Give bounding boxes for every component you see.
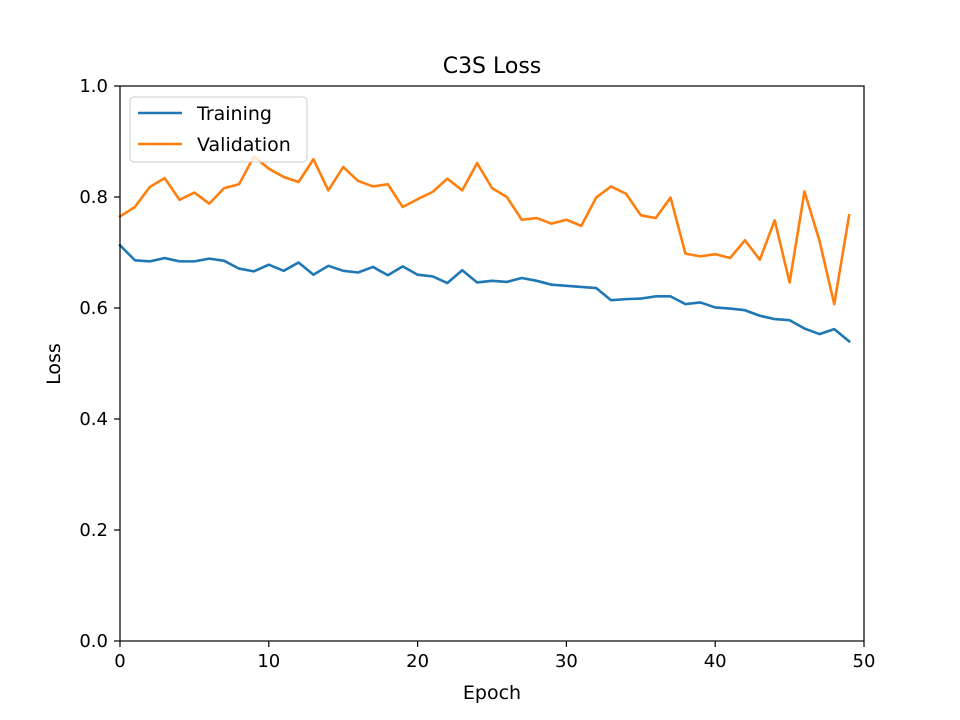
y-axis-ticks: 0.0 0.2 0.4 0.6 0.8 1.0 <box>79 76 120 652</box>
x-tick-label: 40 <box>704 651 727 672</box>
x-tick-label: 50 <box>853 651 876 672</box>
y-tick-label: 0.6 <box>79 298 108 319</box>
x-tick-label: 20 <box>406 651 429 672</box>
y-tick-label: 0.8 <box>79 187 108 208</box>
series-line-training <box>118 243 851 344</box>
x-tick-label: 30 <box>555 651 578 672</box>
plot-frame <box>119 85 865 642</box>
y-tick-label: 1.0 <box>79 76 108 97</box>
y-tick-label: 0.2 <box>79 520 108 541</box>
x-axis-ticks: 0 10 20 30 40 50 <box>114 641 875 672</box>
legend: Training Validation <box>129 96 308 163</box>
legend-label-validation: Validation <box>197 134 291 156</box>
x-tick-label: 0 <box>114 651 125 672</box>
y-axis-label: Loss <box>43 343 65 385</box>
legend-label-training: Training <box>196 103 272 125</box>
y-tick-label: 0.0 <box>79 631 108 652</box>
chart-title: C3S Loss <box>443 54 542 79</box>
x-tick-label: 10 <box>257 651 280 672</box>
series-lines <box>118 155 851 344</box>
x-axis-label: Epoch <box>463 682 521 704</box>
plot-area <box>120 86 864 641</box>
y-tick-label: 0.4 <box>79 409 108 430</box>
series-line-validation <box>118 155 851 306</box>
